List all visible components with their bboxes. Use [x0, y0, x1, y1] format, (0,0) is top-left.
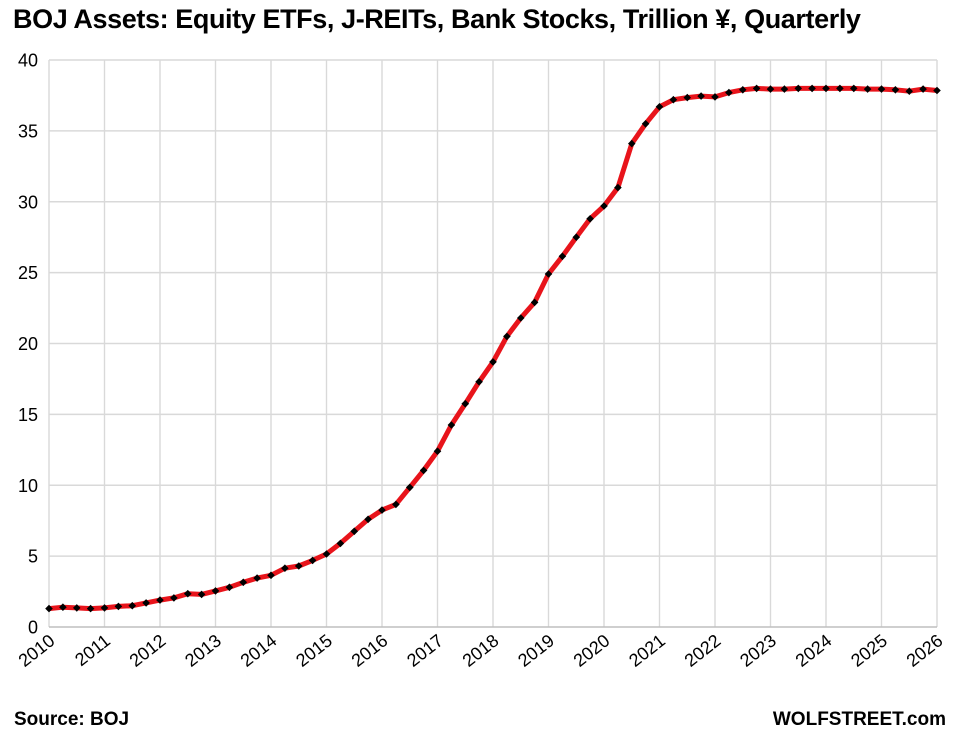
y-axis-tick-label: 35 — [18, 121, 38, 141]
x-axis-tick-label: 2020 — [570, 630, 614, 670]
x-axis-tick-label: 2021 — [625, 630, 669, 670]
x-axis-tick-label: 2023 — [736, 630, 780, 670]
y-axis-tick-label: 25 — [18, 263, 38, 283]
watermark-label: WOLFSTREET.com — [772, 709, 946, 730]
y-axis-tick-label: 0 — [28, 618, 38, 638]
y-axis-tick-label: 5 — [28, 547, 38, 567]
y-axis-tick-label: 40 — [18, 51, 38, 71]
x-axis-tick-label: 2025 — [847, 630, 891, 670]
x-axis-tick-label: 2011 — [71, 630, 114, 670]
x-axis-tick-label: 2024 — [792, 630, 836, 670]
x-axis-tick-label: 2017 — [403, 630, 447, 670]
x-axis-tick-label: 2014 — [237, 630, 281, 670]
x-axis-tick-label: 2012 — [126, 630, 170, 670]
source-label: Source: BOJ — [14, 709, 130, 730]
x-axis-tick-label: 2013 — [181, 630, 225, 670]
chart-title: BOJ Assets: Equity ETFs, J-REITs, Bank S… — [13, 4, 861, 34]
y-axis-tick-label: 20 — [18, 334, 38, 354]
y-axis-tick-label: 30 — [18, 192, 38, 212]
x-axis-tick-label: 2015 — [292, 630, 336, 670]
x-axis-tick-label: 2026 — [903, 630, 947, 670]
x-axis-tick-label: 2016 — [348, 630, 392, 670]
y-axis-tick-label: 15 — [18, 405, 38, 425]
x-axis-tick-label: 2022 — [681, 630, 725, 670]
y-axis-tick-label: 10 — [18, 476, 38, 496]
x-axis-tick-label: 2019 — [514, 630, 558, 670]
x-axis-tick-label: 2018 — [459, 630, 503, 670]
